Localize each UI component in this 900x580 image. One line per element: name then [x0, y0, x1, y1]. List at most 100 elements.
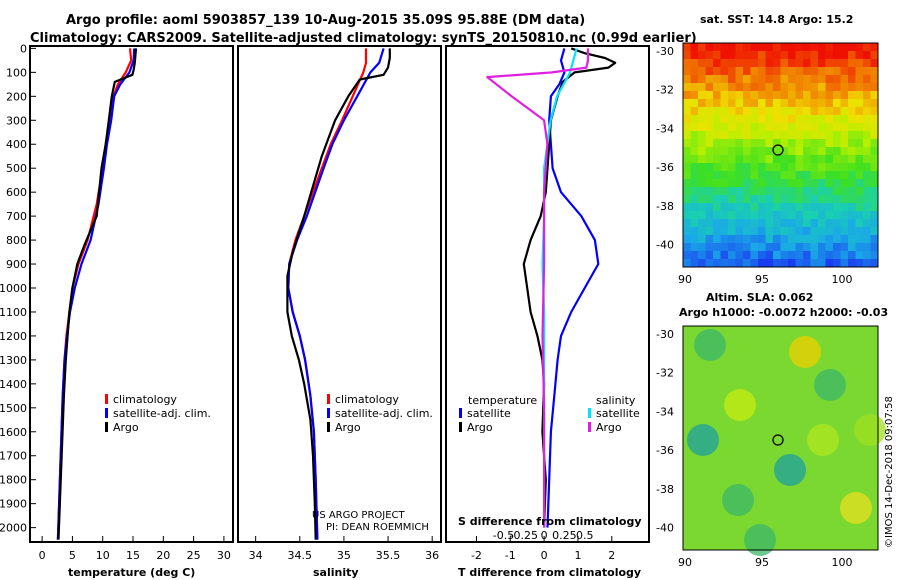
sst-cell — [840, 155, 849, 164]
sst-cell — [795, 59, 804, 68]
legend-label-argo: Argo — [113, 421, 139, 434]
sst-cell — [870, 155, 879, 164]
sst-cell — [833, 155, 841, 164]
sst-cell — [705, 211, 714, 220]
sst-cell — [780, 251, 789, 260]
lat-tick-label: -40 — [656, 239, 674, 252]
sst-cell — [683, 235, 691, 244]
legend-label-t-argo: Argo — [467, 421, 493, 434]
sst-cell — [855, 219, 864, 228]
sst-cell — [713, 59, 721, 68]
sst-cell — [788, 259, 796, 268]
sst-cell — [818, 107, 826, 116]
sst-cell — [840, 211, 849, 220]
sla-anomaly-blob — [854, 414, 886, 446]
sst-cell — [848, 91, 856, 100]
salinity-plot-frame — [237, 45, 442, 543]
sst-cell — [818, 139, 826, 148]
sst-cell — [818, 91, 826, 100]
sst-cell — [855, 67, 864, 76]
sst-cell — [690, 91, 699, 100]
sst-cell — [863, 147, 871, 156]
sst-cell — [848, 107, 856, 116]
lon-tick-label: 90 — [678, 273, 692, 286]
sst-cell — [795, 99, 804, 108]
sst-cell — [788, 179, 796, 188]
sst-cell — [750, 259, 759, 268]
sst-cell — [728, 219, 736, 228]
legend-label-s-satellite: satellite — [596, 407, 640, 420]
sst-cell — [788, 243, 796, 252]
sst-cell — [788, 83, 796, 92]
s-diff-x-tick-label: 0 — [541, 529, 548, 542]
t-diff-x-tick-label: -1 — [505, 549, 516, 562]
sst-cell — [825, 195, 834, 204]
sst-cell — [840, 243, 849, 252]
sst-cell — [705, 59, 714, 68]
sst-cell — [848, 195, 856, 204]
sst-cell — [840, 227, 849, 236]
sst-cell — [728, 163, 736, 172]
sst-cell — [863, 83, 871, 92]
sst-cell — [795, 259, 804, 268]
sst-cell — [870, 235, 879, 244]
sst-cell — [870, 211, 879, 220]
sst-cell — [683, 259, 691, 268]
sst-cell — [720, 67, 729, 76]
sst-cell — [863, 155, 871, 164]
sst-cell — [788, 171, 796, 180]
sst-cell — [780, 131, 789, 140]
sla-anomaly-blob — [724, 389, 756, 421]
sst-cell — [848, 187, 856, 196]
sst-cell — [750, 131, 759, 140]
sst-cell — [863, 59, 871, 68]
s-diff-argo-line — [486, 48, 590, 528]
sst-cell — [690, 235, 699, 244]
depth-tick-label: 1000 — [0, 282, 27, 295]
sst-cell — [683, 171, 691, 180]
sst-cell — [713, 259, 721, 268]
sst-cell — [833, 219, 841, 228]
sst-cell — [848, 147, 856, 156]
sst-cell — [773, 219, 781, 228]
sst-cell — [848, 171, 856, 180]
temperature-x-tick-label: 15 — [126, 549, 140, 562]
sst-cell — [765, 43, 774, 52]
sst-cell — [765, 91, 774, 100]
sst-cell — [690, 131, 699, 140]
sst-cell — [758, 195, 766, 204]
sst-cell — [870, 259, 879, 268]
sst-cell — [863, 123, 871, 132]
sst-cell — [773, 203, 781, 212]
difference-plot-frame — [445, 45, 650, 543]
sst-cell — [683, 227, 691, 236]
sst-cell — [758, 115, 766, 124]
sst-cell — [698, 59, 706, 68]
sst-cell — [773, 163, 781, 172]
sla-anomaly-blob — [744, 524, 776, 556]
sst-cell — [735, 67, 744, 76]
sst-cell — [863, 115, 871, 124]
legend-swatch-argo — [327, 422, 330, 432]
lat-tick-label: -34 — [656, 405, 674, 418]
sst-cell — [728, 91, 736, 100]
sst-cell — [698, 99, 706, 108]
temperature-x-tick-label: 0 — [39, 549, 46, 562]
sst-cell — [690, 219, 699, 228]
sst-cell — [833, 67, 841, 76]
sst-cell — [728, 59, 736, 68]
sst-cell — [810, 259, 819, 268]
sst-cell — [795, 163, 804, 172]
sst-cell — [713, 171, 721, 180]
sst-cell — [840, 115, 849, 124]
sst-cell — [735, 75, 744, 84]
depth-tick-label: 1500 — [0, 402, 27, 415]
sst-cell — [833, 203, 841, 212]
sst-cell — [683, 83, 691, 92]
sst-cell — [720, 83, 729, 92]
sst-cell — [728, 115, 736, 124]
sst-cell — [690, 107, 699, 116]
sst-cell — [690, 139, 699, 148]
sst-cell — [728, 99, 736, 108]
sst-cell — [713, 43, 721, 52]
